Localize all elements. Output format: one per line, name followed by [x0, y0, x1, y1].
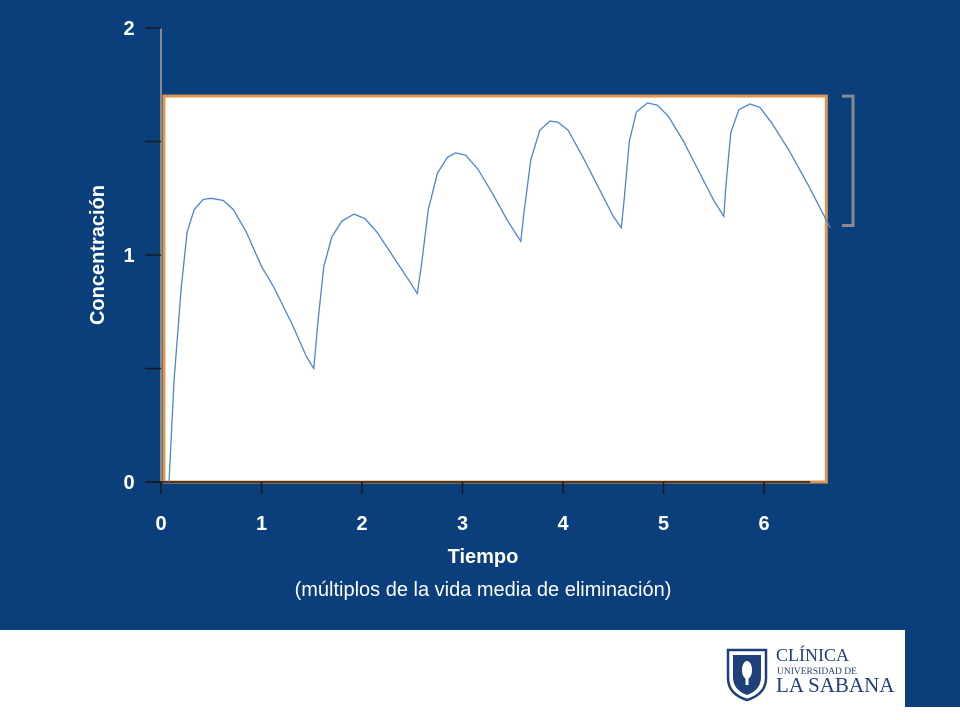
- x-axis-subtitle: (múltiplos de la vida media de eliminaci…: [295, 579, 672, 601]
- concentration-curve: [168, 102, 831, 483]
- x-tick-label: 0: [155, 513, 166, 535]
- y-axis-title: Concentración: [87, 185, 109, 325]
- y-axis-ticks: [145, 27, 161, 483]
- x-tick-label: 1: [256, 513, 267, 535]
- plot-area: [162, 94, 828, 484]
- logo-line-1: CLÍNICA: [776, 644, 849, 665]
- y-tick-label: 1: [123, 245, 134, 267]
- chart: 0 1 2 0 1 2 3 4 5 6 Concentración Tiempo (múltip…: [87, 18, 855, 601]
- x-tick-label: 5: [658, 513, 669, 535]
- y-axis-tick-labels: 0 1 2: [123, 18, 134, 494]
- x-axis-ticks: [160, 482, 765, 494]
- x-tick-label: 2: [356, 513, 367, 535]
- x-tick-label: 6: [758, 513, 769, 535]
- y-tick-label: 0: [123, 472, 134, 494]
- logo-line-3: LA SABANA: [776, 673, 895, 697]
- x-axis-tick-labels: 0 1 2 3 4 5 6: [155, 513, 769, 535]
- range-bracket: [842, 94, 855, 227]
- x-tick-label: 3: [457, 513, 468, 535]
- x-axis-title: Tiempo: [448, 546, 519, 568]
- logo-line-2: UNIVERSIDAD DE: [777, 667, 857, 677]
- x-tick-label: 4: [557, 513, 569, 535]
- y-tick-label: 2: [123, 18, 134, 40]
- clinica-universidad-de-la-sabana-logo: CLÍNICA UNIVERSIDAD DE LA SABANA: [726, 644, 895, 702]
- university-seal-icon: [726, 648, 768, 702]
